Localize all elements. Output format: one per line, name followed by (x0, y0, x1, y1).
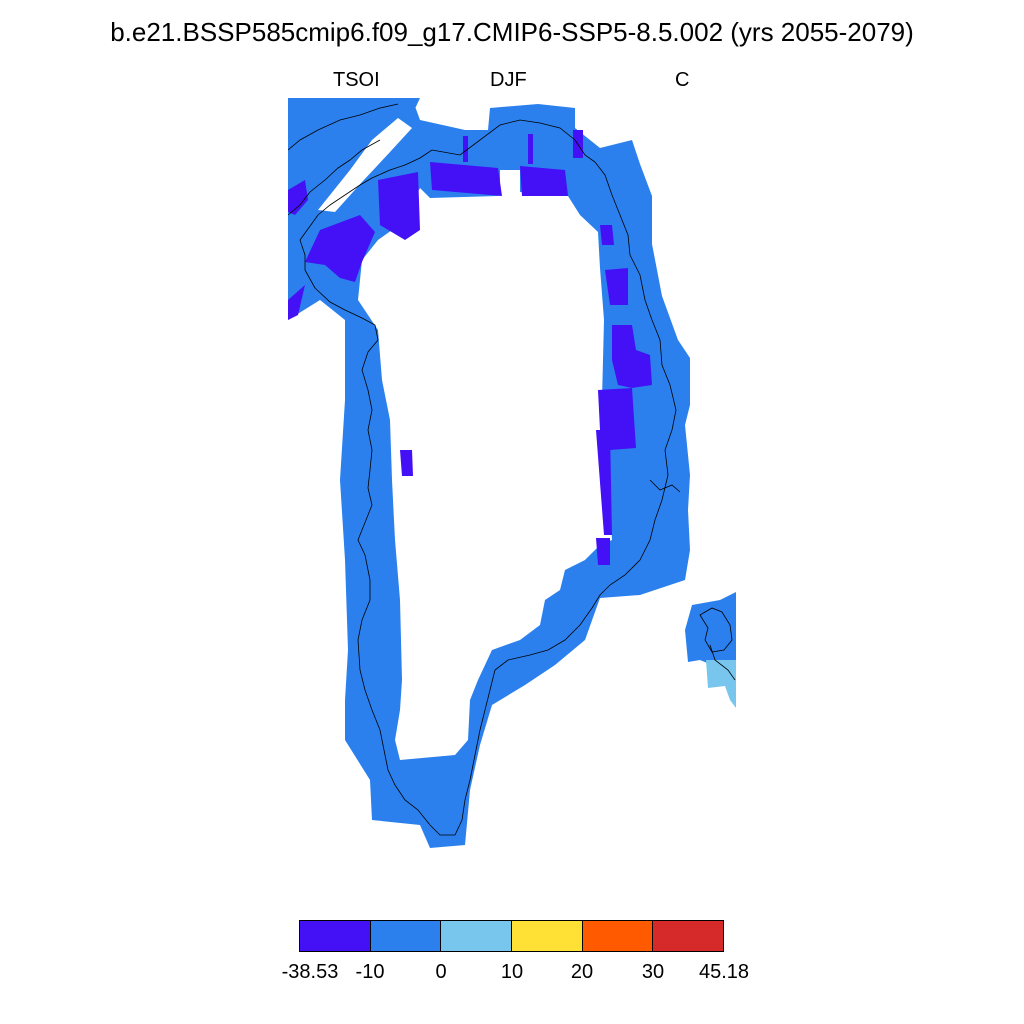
colorbar-box (512, 921, 583, 951)
colorbar-label: 45.18 (698, 961, 750, 983)
nares-gap (318, 118, 412, 212)
north-gap (500, 170, 520, 200)
colorbar-label: 30 (641, 961, 665, 983)
variable-label: TSOI (333, 69, 380, 91)
units-label: C (675, 69, 690, 91)
colorbar-box (582, 921, 654, 951)
east-island (685, 592, 736, 665)
colorbar-label: -38.53 (281, 961, 339, 983)
colorbar-box (653, 921, 724, 951)
colorbar-box (300, 921, 371, 951)
page-title: b.e21.BSSP585cmip6.f09_g17.CMIP6-SSP5-8.… (110, 17, 914, 47)
coastal-band-blue (288, 98, 690, 848)
colorbar-box (370, 921, 442, 951)
colorbar-label: 20 (570, 961, 594, 983)
colorbar-label: 10 (500, 961, 524, 983)
season-label: DJF (490, 69, 527, 91)
colorbar-label: 0 (435, 961, 447, 983)
colorbar-label: -10 (355, 961, 385, 983)
east-island-light (706, 660, 736, 708)
coastline (288, 103, 736, 836)
colorbar (299, 920, 724, 952)
colorbar-box (441, 921, 513, 951)
